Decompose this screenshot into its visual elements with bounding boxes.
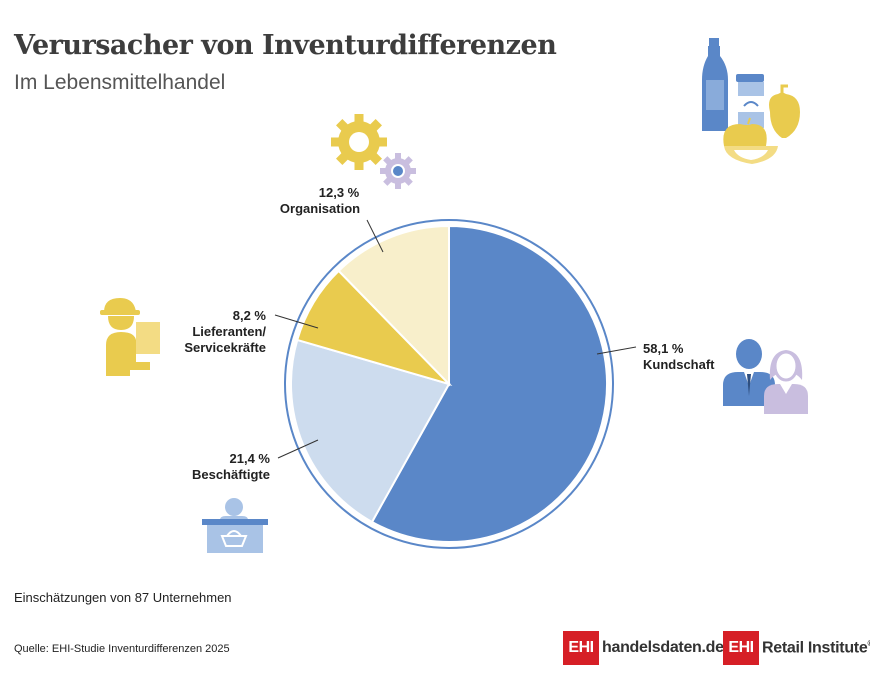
page-title: Verursacher von Inventurdifferenzen xyxy=(14,30,557,61)
gears-icon xyxy=(331,114,416,189)
page-subtitle: Im Lebensmittelhandel xyxy=(14,71,226,94)
value-label-lieferanten: 8,2 % xyxy=(233,308,267,323)
pie-slice-1 xyxy=(290,338,451,524)
value-label-organisation: 12,3 % xyxy=(319,185,360,200)
category-label-organisation: Organisation xyxy=(280,201,360,216)
leader-line-beschaeftigte xyxy=(277,439,319,459)
logo-retail-institute[interactable]: EHI Retail Institute® xyxy=(723,631,870,665)
logo-retail-institute-text: Retail Institute® xyxy=(762,639,870,657)
pie-slice-0 xyxy=(370,224,608,543)
customers-icon xyxy=(723,339,808,414)
footnote: Einschätzungen von 87 Unternehmen xyxy=(14,590,232,605)
gear-tooth xyxy=(354,158,364,170)
leader-line-organisation xyxy=(366,219,384,253)
category-label-beschaeftigte: Beschäftigte xyxy=(192,467,270,482)
pie-slices xyxy=(290,224,608,543)
category-label-lieferanten-line2: Servicekräfte xyxy=(184,340,266,355)
source-note: Quelle: EHI-Studie Inventurdifferenzen 2… xyxy=(14,643,230,655)
cashier-icon xyxy=(202,498,268,553)
gear-tooth xyxy=(354,114,364,126)
leader-line-kundschaft xyxy=(596,346,637,355)
category-label-kundschaft: Kundschaft xyxy=(643,357,715,372)
value-label-beschaeftigte: 21,4 % xyxy=(230,451,271,466)
value-label-kundschaft: 58,1 % xyxy=(643,341,684,356)
logo-retail-institute-box: EHI xyxy=(723,631,759,665)
category-label-lieferanten-line1: Lieferanten/ xyxy=(192,324,266,339)
groceries-icon xyxy=(702,38,800,164)
leader-line-lieferanten xyxy=(274,314,319,329)
pie-slice-3 xyxy=(337,224,450,387)
logo-handelsdaten-box: EHI xyxy=(563,631,599,665)
delivery-person-icon xyxy=(100,298,160,376)
logo-handelsdaten[interactable]: EHI handelsdaten.de xyxy=(563,631,724,665)
logo-handelsdaten-text: handelsdaten.de xyxy=(602,639,724,656)
pie-outer-ring xyxy=(284,219,614,549)
